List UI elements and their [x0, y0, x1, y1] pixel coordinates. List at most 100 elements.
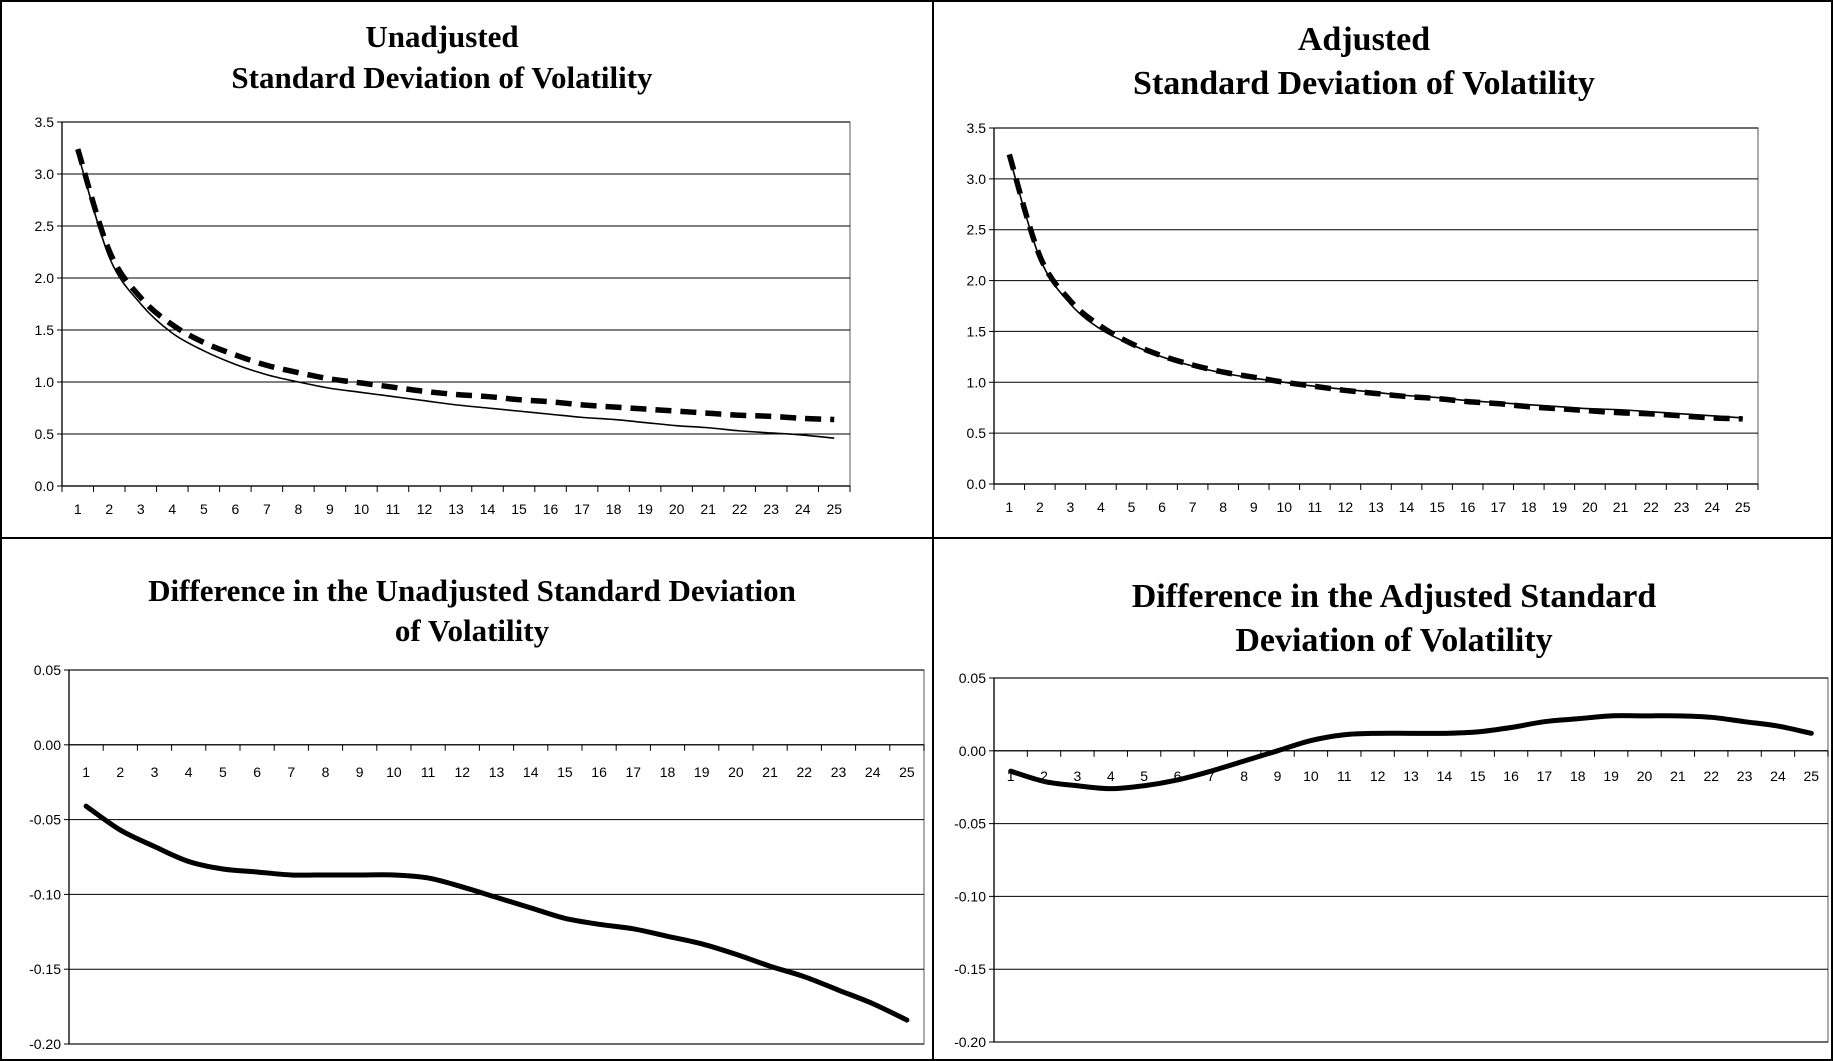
chart-panel-difference-unadjusted: Difference in the Unadjusted Standard De…: [0, 537, 934, 1061]
x-tick-label: 4: [1107, 768, 1115, 784]
x-tick-label: 19: [637, 501, 653, 517]
x-tick-label: 21: [1670, 768, 1686, 784]
series-line-dashed: [1006, 153, 1743, 422]
x-tick-label: 7: [287, 764, 295, 780]
x-tick-label: 25: [899, 764, 915, 780]
x-tick-label: 3: [1067, 499, 1075, 515]
chart-title-line: Deviation of Volatility: [1235, 622, 1552, 659]
y-tick-label: 2.0: [35, 270, 55, 286]
x-tick-label: 8: [1240, 768, 1248, 784]
y-tick-label: -0.05: [954, 816, 986, 832]
x-tick-label: 10: [354, 501, 370, 517]
x-tick-label: 21: [700, 501, 716, 517]
x-tick-label: 6: [231, 501, 239, 517]
x-tick-label: 18: [1521, 499, 1537, 515]
chart-title-line: Difference in the Unadjusted Standard De…: [148, 573, 796, 608]
x-tick-label: 11: [386, 501, 401, 517]
series-line-solid: [76, 152, 835, 439]
x-tick-label: 15: [557, 764, 573, 780]
x-tick-label: 5: [1140, 768, 1148, 784]
series-line-difference: [1008, 713, 1814, 792]
x-tick-label: 22: [732, 501, 748, 517]
x-tick-label: 10: [1277, 499, 1293, 515]
x-tick-label: 3: [151, 764, 159, 780]
y-tick-label: 1.0: [35, 374, 55, 390]
x-tick-label: 23: [831, 764, 847, 780]
x-tick-label: 1: [1007, 768, 1015, 784]
x-tick-label: 11: [421, 764, 436, 780]
x-tick-label: 23: [1674, 499, 1690, 515]
chart-panel-adjusted: Adjusted Standard Deviation of Volatility…: [932, 0, 1833, 539]
x-tick-label: 3: [1074, 768, 1082, 784]
y-tick-label: 2.0: [967, 273, 987, 289]
x-tick-label: 9: [1250, 499, 1258, 515]
x-tick-label: 2: [105, 501, 113, 517]
x-tick-label: 22: [1643, 499, 1659, 515]
x-tick-label: 20: [728, 764, 744, 780]
series-line-solid: [1008, 156, 1743, 419]
x-tick-label: 20: [1637, 768, 1653, 784]
x-tick-label: 7: [263, 501, 271, 517]
x-tick-label: 17: [1490, 499, 1506, 515]
x-tick-label: 25: [1804, 768, 1820, 784]
plot-area: [61, 121, 851, 487]
x-tick-label: 8: [1219, 499, 1227, 515]
x-tick-label: 20: [1582, 499, 1598, 515]
x-tick-label: 2: [1036, 499, 1044, 515]
y-tick-label: -0.10: [29, 886, 61, 902]
x-tick-label: 13: [1403, 768, 1419, 784]
x-tick-label: 4: [168, 501, 176, 517]
chart-title-line: of Volatility: [395, 613, 550, 648]
x-tick-label: 14: [480, 501, 496, 517]
x-tick-label: 21: [762, 764, 778, 780]
x-tick-label: 10: [386, 764, 402, 780]
y-tick-label: 0.5: [967, 425, 987, 441]
y-tick-label: 1.5: [967, 323, 987, 339]
y-tick-label: 0.0: [967, 476, 987, 492]
x-tick-label: 18: [606, 501, 622, 517]
x-tick-label: 3: [137, 501, 145, 517]
y-tick-label: 3.0: [967, 171, 987, 187]
y-tick-label: -0.15: [954, 961, 986, 977]
x-tick-label: 24: [1770, 768, 1786, 784]
x-tick-label: 8: [322, 764, 330, 780]
x-tick-label: 13: [448, 501, 464, 517]
y-tick-label: 0.0: [35, 478, 55, 494]
x-tick-label: 9: [356, 764, 364, 780]
x-tick-label: 17: [574, 501, 590, 517]
y-tick-label: 1.0: [967, 374, 987, 390]
plot-area: [68, 669, 925, 1045]
y-tick-label: 0.00: [959, 743, 986, 759]
x-tick-label: 17: [626, 764, 642, 780]
x-tick-label: 20: [669, 501, 685, 517]
x-tick-label: 19: [694, 764, 710, 780]
x-tick-label: 2: [116, 764, 124, 780]
x-tick-label: 14: [1399, 499, 1415, 515]
x-tick-label: 2: [1040, 768, 1048, 784]
y-tick-label: 3.5: [35, 114, 55, 130]
chart-panel-unadjusted: Unadjusted Standard Deviation of Volatili…: [0, 0, 934, 539]
x-tick-label: 14: [1437, 768, 1453, 784]
x-tick-label: 16: [1503, 768, 1519, 784]
y-tick-label: -0.10: [954, 888, 986, 904]
chart-title-line: Adjusted: [1298, 21, 1430, 58]
y-tick-label: -0.20: [954, 1034, 986, 1050]
x-tick-label: 8: [295, 501, 303, 517]
x-tick-label: 25: [1735, 499, 1751, 515]
x-tick-label: 24: [795, 501, 811, 517]
x-tick-label: 10: [1303, 768, 1319, 784]
x-tick-label: 9: [326, 501, 334, 517]
x-tick-label: 12: [417, 501, 433, 517]
chart-title-line: Difference in the Adjusted Standard: [1132, 578, 1657, 615]
x-tick-label: 19: [1603, 768, 1619, 784]
x-tick-label: 23: [1737, 768, 1753, 784]
x-tick-label: 23: [763, 501, 779, 517]
x-tick-label: 17: [1537, 768, 1553, 784]
chart-title-line: Unadjusted: [365, 19, 518, 54]
x-tick-label: 12: [1370, 768, 1386, 784]
x-tick-label: 18: [1570, 768, 1586, 784]
y-tick-label: 1.5: [35, 322, 55, 338]
x-tick-label: 24: [865, 764, 881, 780]
series-line-dashed: [75, 148, 835, 423]
